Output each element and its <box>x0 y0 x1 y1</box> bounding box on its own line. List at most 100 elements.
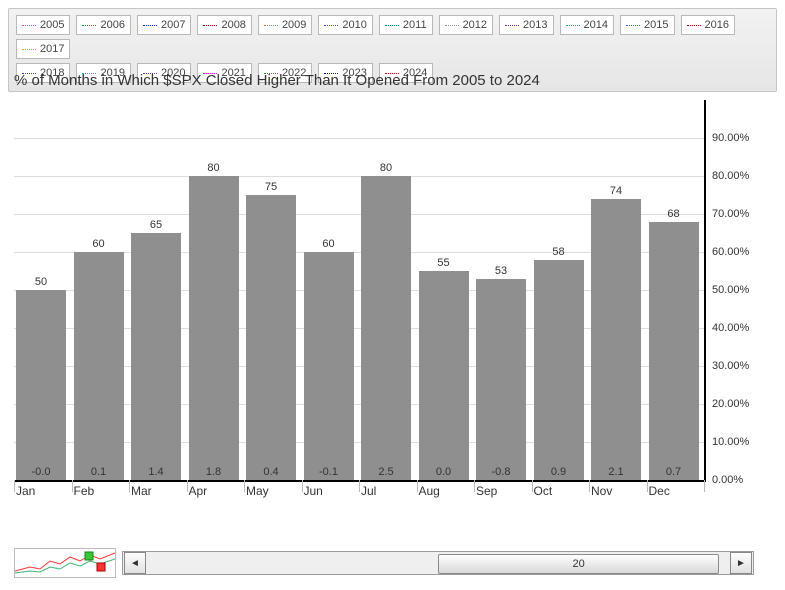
legend-item-2015[interactable]: 2015 <box>620 15 674 35</box>
bar-value-label: 65 <box>131 219 181 231</box>
legend-swatch-icon <box>385 18 399 32</box>
timeline-scrollbar[interactable]: ◄ 20 ► <box>122 551 754 575</box>
scroll-track[interactable]: 20 <box>147 554 729 572</box>
bar-oct[interactable] <box>534 260 584 480</box>
bar-value-label: 80 <box>361 162 411 174</box>
gridline <box>14 138 704 139</box>
x-category-label: Feb <box>74 484 95 498</box>
y-tick-label: 40.00% <box>712 322 772 334</box>
bar-jun[interactable] <box>304 252 354 480</box>
bar-value-label: 80 <box>189 162 239 174</box>
y-tick-label: 70.00% <box>712 208 772 220</box>
legend-item-2008[interactable]: 2008 <box>197 15 251 35</box>
legend-row-1: 2005 2006 2007 2008 2009 2010 2011 2012 2013 2014… <box>13 13 772 61</box>
x-category-label: Jun <box>304 484 323 498</box>
scroll-left-button[interactable]: ◄ <box>124 552 146 574</box>
legend-item-label: 2007 <box>161 19 185 31</box>
legend-item-2012[interactable]: 2012 <box>439 15 493 35</box>
bar-secondary-label: 2.5 <box>361 466 411 478</box>
legend-swatch-icon <box>566 18 580 32</box>
bar-secondary-label: 0.4 <box>246 466 296 478</box>
legend-swatch-icon <box>505 18 519 32</box>
bar-apr[interactable] <box>189 176 239 480</box>
bar-value-label: 50 <box>16 276 66 288</box>
bar-value-label: 75 <box>246 181 296 193</box>
legend-item-2009[interactable]: 2009 <box>258 15 312 35</box>
bar-jul[interactable] <box>361 176 411 480</box>
y-tick-label: 0.00% <box>712 474 772 486</box>
legend-item-2005[interactable]: 2005 <box>16 15 70 35</box>
x-category-label: Aug <box>419 484 440 498</box>
x-tick <box>647 480 648 492</box>
legend-swatch-icon <box>264 18 278 32</box>
bar-nov[interactable] <box>591 199 641 480</box>
legend-item-2006[interactable]: 2006 <box>76 15 130 35</box>
bar-value-label: 74 <box>591 185 641 197</box>
bar-value-label: 60 <box>74 238 124 250</box>
bar-dec[interactable] <box>649 222 699 480</box>
legend-item-label: 2011 <box>403 19 427 31</box>
bar-secondary-label: 1.4 <box>131 466 181 478</box>
x-tick <box>359 480 360 492</box>
legend-item-label: 2017 <box>40 43 64 55</box>
bar-value-label: 53 <box>476 265 526 277</box>
legend-item-label: 2005 <box>40 19 64 31</box>
x-tick <box>187 480 188 492</box>
bar-secondary-label: -0.1 <box>304 466 354 478</box>
legend-item-2011[interactable]: 2011 <box>379 15 433 35</box>
bar-mar[interactable] <box>131 233 181 480</box>
bar-value-label: 58 <box>534 246 584 258</box>
legend-item-label: 2012 <box>463 19 487 31</box>
x-tick <box>72 480 73 492</box>
x-tick <box>417 480 418 492</box>
chart-title: % of Months in Which $SPX Closed Higher … <box>14 72 540 89</box>
mini-preview[interactable] <box>14 548 116 578</box>
bar-value-label: 55 <box>419 257 469 269</box>
bar-feb[interactable] <box>74 252 124 480</box>
bar-aug[interactable] <box>419 271 469 480</box>
y-tick-label: 80.00% <box>712 170 772 182</box>
legend-item-label: 2010 <box>342 19 366 31</box>
legend-swatch-icon <box>82 18 96 32</box>
gridline <box>14 176 704 177</box>
bar-value-label: 60 <box>304 238 354 250</box>
bar-secondary-label: 2.1 <box>591 466 641 478</box>
legend-swatch-icon <box>626 18 640 32</box>
plot-area: 0.00%10.00%20.00%30.00%40.00%50.00%60.00… <box>14 100 706 482</box>
legend-item-label: 2015 <box>644 19 668 31</box>
chevron-right-icon: ► <box>736 558 746 569</box>
legend-item-2014[interactable]: 2014 <box>560 15 614 35</box>
bottom-toolbar: ◄ 20 ► <box>14 548 754 578</box>
legend-item-label: 2013 <box>523 19 547 31</box>
legend-swatch-icon <box>22 42 36 56</box>
legend-swatch-icon <box>203 18 217 32</box>
x-tick <box>302 480 303 492</box>
x-category-label: Apr <box>189 484 208 498</box>
legend-swatch-icon <box>324 18 338 32</box>
bar-jan[interactable] <box>16 290 66 480</box>
x-category-label: Jan <box>16 484 35 498</box>
bar-may[interactable] <box>246 195 296 480</box>
bar-secondary-label: 1.8 <box>189 466 239 478</box>
legend-item-2010[interactable]: 2010 <box>318 15 372 35</box>
legend-item-2013[interactable]: 2013 <box>499 15 553 35</box>
y-tick-label: 90.00% <box>712 132 772 144</box>
scroll-right-button[interactable]: ► <box>730 552 752 574</box>
bar-secondary-label: 0.1 <box>74 466 124 478</box>
x-category-label: Sep <box>476 484 497 498</box>
x-tick <box>129 480 130 492</box>
legend-item-2017[interactable]: 2017 <box>16 39 70 59</box>
legend-item-2016[interactable]: 2016 <box>681 15 735 35</box>
x-tick <box>244 480 245 492</box>
scroll-thumb[interactable]: 20 <box>438 554 719 574</box>
bar-secondary-label: -0.8 <box>476 466 526 478</box>
bar-value-label: 68 <box>649 208 699 220</box>
scroll-thumb-label: 20 <box>573 558 585 570</box>
bar-secondary-label: 0.7 <box>649 466 699 478</box>
legend-item-label: 2006 <box>100 19 124 31</box>
legend-item-2007[interactable]: 2007 <box>137 15 191 35</box>
y-tick-label: 60.00% <box>712 246 772 258</box>
bar-sep[interactable] <box>476 279 526 480</box>
x-category-label: Nov <box>591 484 612 498</box>
legend-swatch-icon <box>143 18 157 32</box>
